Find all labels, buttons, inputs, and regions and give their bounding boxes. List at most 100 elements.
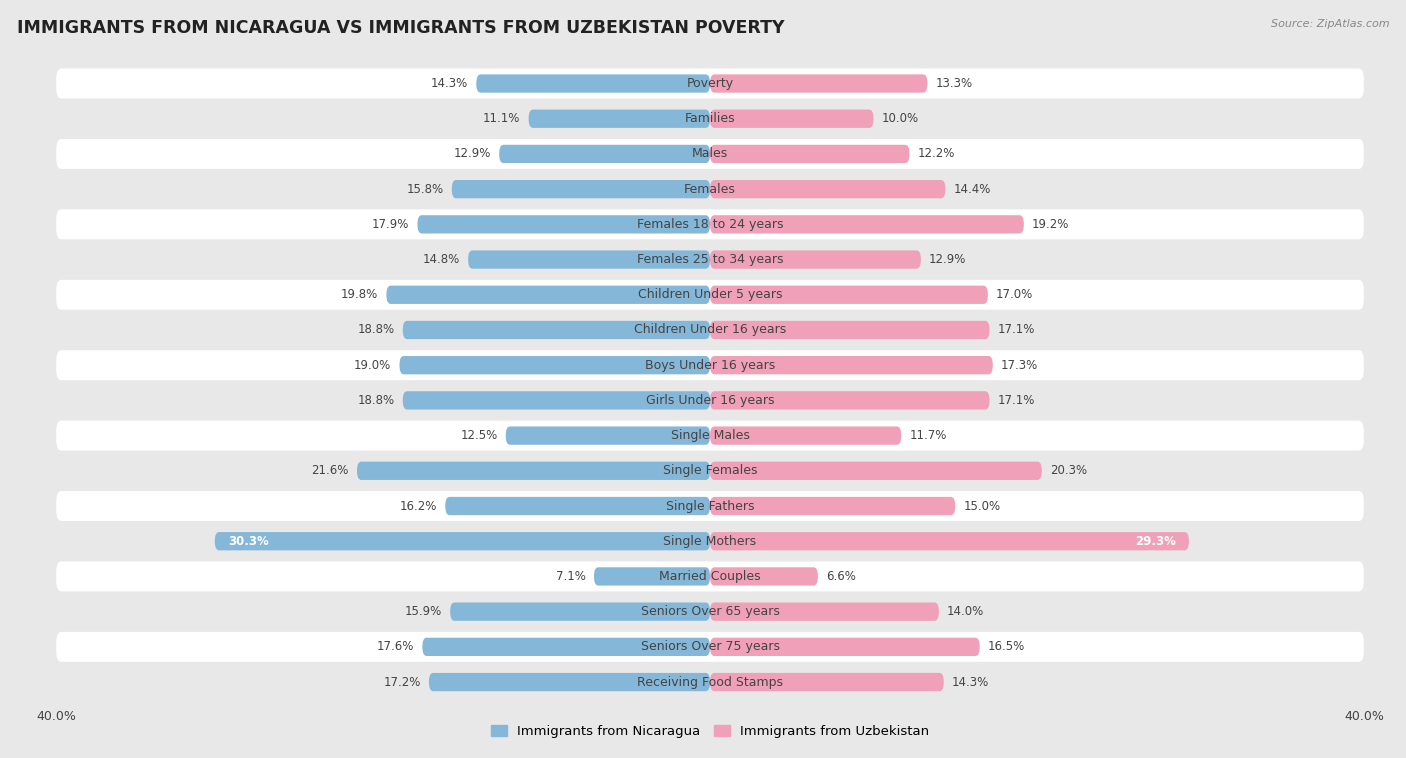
Text: 29.3%: 29.3% <box>1135 534 1175 548</box>
Text: 14.0%: 14.0% <box>948 605 984 618</box>
FancyBboxPatch shape <box>710 532 1189 550</box>
Text: 21.6%: 21.6% <box>312 465 349 478</box>
Text: 17.6%: 17.6% <box>377 641 415 653</box>
Text: 14.4%: 14.4% <box>953 183 991 196</box>
Text: 16.5%: 16.5% <box>988 641 1025 653</box>
Text: 30.3%: 30.3% <box>228 534 269 548</box>
Text: 19.2%: 19.2% <box>1032 218 1070 231</box>
FancyBboxPatch shape <box>56 68 1364 99</box>
Text: 17.3%: 17.3% <box>1001 359 1038 371</box>
Text: Source: ZipAtlas.com: Source: ZipAtlas.com <box>1271 19 1389 29</box>
Text: Single Females: Single Females <box>662 465 758 478</box>
Text: 19.0%: 19.0% <box>354 359 391 371</box>
FancyBboxPatch shape <box>56 562 1364 591</box>
Text: 7.1%: 7.1% <box>555 570 586 583</box>
FancyBboxPatch shape <box>402 391 710 409</box>
Text: 17.2%: 17.2% <box>384 675 420 688</box>
FancyBboxPatch shape <box>56 597 1364 627</box>
FancyBboxPatch shape <box>56 491 1364 521</box>
FancyBboxPatch shape <box>477 74 710 92</box>
Text: Boys Under 16 years: Boys Under 16 years <box>645 359 775 371</box>
Text: Single Mothers: Single Mothers <box>664 534 756 548</box>
FancyBboxPatch shape <box>402 321 710 339</box>
FancyBboxPatch shape <box>710 603 939 621</box>
FancyBboxPatch shape <box>418 215 710 233</box>
Text: Single Fathers: Single Fathers <box>666 500 754 512</box>
FancyBboxPatch shape <box>710 145 910 163</box>
Text: Receiving Food Stamps: Receiving Food Stamps <box>637 675 783 688</box>
FancyBboxPatch shape <box>499 145 710 163</box>
FancyBboxPatch shape <box>710 567 818 586</box>
Text: Girls Under 16 years: Girls Under 16 years <box>645 394 775 407</box>
FancyBboxPatch shape <box>56 456 1364 486</box>
FancyBboxPatch shape <box>710 427 901 445</box>
Text: 14.8%: 14.8% <box>423 253 460 266</box>
FancyBboxPatch shape <box>710 496 955 515</box>
Text: 17.0%: 17.0% <box>995 288 1033 301</box>
Text: Families: Families <box>685 112 735 125</box>
Text: Seniors Over 65 years: Seniors Over 65 years <box>641 605 779 618</box>
FancyBboxPatch shape <box>710 637 980 656</box>
FancyBboxPatch shape <box>387 286 710 304</box>
Text: 15.9%: 15.9% <box>405 605 441 618</box>
Text: 15.8%: 15.8% <box>406 183 444 196</box>
FancyBboxPatch shape <box>399 356 710 374</box>
FancyBboxPatch shape <box>710 391 990 409</box>
Text: Married Couples: Married Couples <box>659 570 761 583</box>
Text: 12.5%: 12.5% <box>460 429 498 442</box>
FancyBboxPatch shape <box>357 462 710 480</box>
FancyBboxPatch shape <box>56 667 1364 697</box>
Text: 13.3%: 13.3% <box>935 77 973 90</box>
FancyBboxPatch shape <box>56 350 1364 381</box>
FancyBboxPatch shape <box>446 496 710 515</box>
FancyBboxPatch shape <box>56 632 1364 662</box>
Text: 19.8%: 19.8% <box>342 288 378 301</box>
Text: 11.7%: 11.7% <box>910 429 946 442</box>
FancyBboxPatch shape <box>710 180 945 199</box>
FancyBboxPatch shape <box>56 209 1364 240</box>
FancyBboxPatch shape <box>529 110 710 128</box>
Text: 10.0%: 10.0% <box>882 112 918 125</box>
Legend: Immigrants from Nicaragua, Immigrants from Uzbekistan: Immigrants from Nicaragua, Immigrants fr… <box>485 720 935 744</box>
FancyBboxPatch shape <box>429 673 710 691</box>
FancyBboxPatch shape <box>451 180 710 199</box>
FancyBboxPatch shape <box>215 532 710 550</box>
FancyBboxPatch shape <box>422 637 710 656</box>
Text: Seniors Over 75 years: Seniors Over 75 years <box>641 641 779 653</box>
FancyBboxPatch shape <box>710 110 873 128</box>
Text: 12.2%: 12.2% <box>918 148 955 161</box>
FancyBboxPatch shape <box>56 421 1364 450</box>
Text: Females: Females <box>685 183 735 196</box>
FancyBboxPatch shape <box>710 74 928 92</box>
Text: Females 18 to 24 years: Females 18 to 24 years <box>637 218 783 231</box>
Text: 17.1%: 17.1% <box>998 394 1035 407</box>
FancyBboxPatch shape <box>56 174 1364 204</box>
Text: Single Males: Single Males <box>671 429 749 442</box>
Text: 14.3%: 14.3% <box>952 675 990 688</box>
Text: 16.2%: 16.2% <box>399 500 437 512</box>
Text: IMMIGRANTS FROM NICARAGUA VS IMMIGRANTS FROM UZBEKISTAN POVERTY: IMMIGRANTS FROM NICARAGUA VS IMMIGRANTS … <box>17 19 785 37</box>
Text: 15.0%: 15.0% <box>963 500 1001 512</box>
FancyBboxPatch shape <box>56 104 1364 133</box>
Text: Females 25 to 34 years: Females 25 to 34 years <box>637 253 783 266</box>
FancyBboxPatch shape <box>593 567 710 586</box>
Text: 17.1%: 17.1% <box>998 324 1035 337</box>
Text: 20.3%: 20.3% <box>1050 465 1087 478</box>
FancyBboxPatch shape <box>56 139 1364 169</box>
Text: Males: Males <box>692 148 728 161</box>
FancyBboxPatch shape <box>56 245 1364 274</box>
FancyBboxPatch shape <box>468 250 710 269</box>
FancyBboxPatch shape <box>56 315 1364 345</box>
FancyBboxPatch shape <box>710 673 943 691</box>
Text: Children Under 16 years: Children Under 16 years <box>634 324 786 337</box>
Text: 6.6%: 6.6% <box>827 570 856 583</box>
FancyBboxPatch shape <box>506 427 710 445</box>
FancyBboxPatch shape <box>56 280 1364 310</box>
FancyBboxPatch shape <box>710 321 990 339</box>
FancyBboxPatch shape <box>710 356 993 374</box>
FancyBboxPatch shape <box>710 462 1042 480</box>
Text: Poverty: Poverty <box>686 77 734 90</box>
Text: 12.9%: 12.9% <box>454 148 491 161</box>
FancyBboxPatch shape <box>710 215 1024 233</box>
FancyBboxPatch shape <box>56 385 1364 415</box>
